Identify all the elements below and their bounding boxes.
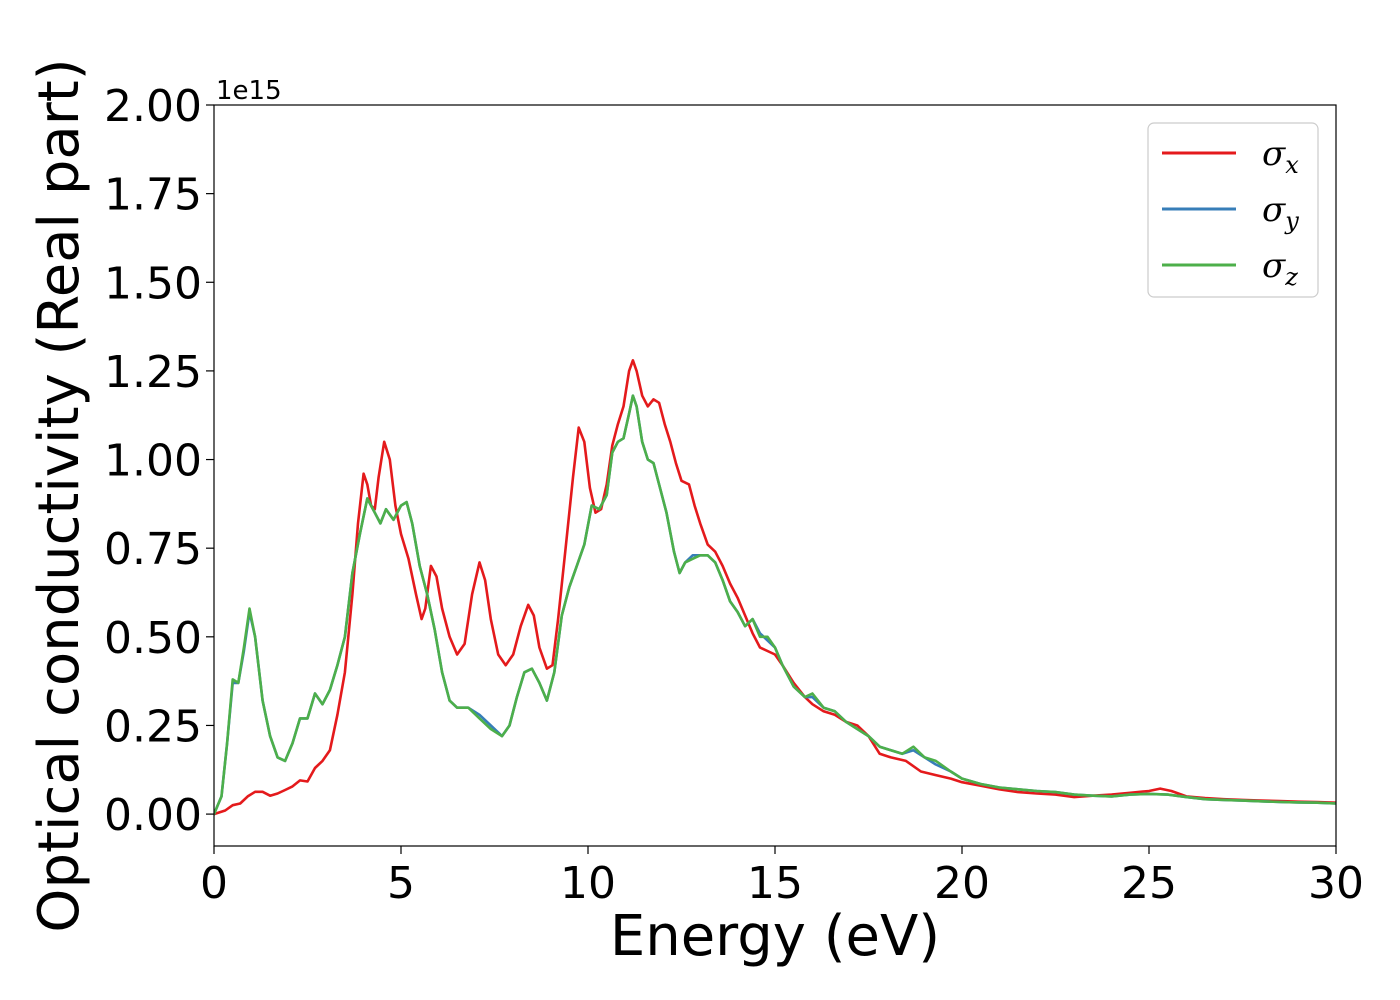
x-tick-label: 10 <box>560 858 616 909</box>
x-tick-label: 30 <box>1308 858 1364 909</box>
legend-label-x: σx <box>1262 134 1299 179</box>
y-tick-label: 0.00 <box>104 790 202 841</box>
x-axis: 0 5 10 15 20 25 30 <box>200 846 1364 909</box>
x-tick-label: 5 <box>387 858 415 909</box>
x-tick-label: 20 <box>934 858 990 909</box>
x-axis-label: Energy (eV) <box>610 904 940 969</box>
x-tick-label: 0 <box>200 858 228 909</box>
y-tick-label: 0.50 <box>104 613 202 664</box>
y-tick-label: 2.00 <box>104 81 202 132</box>
y-tick-label: 1.75 <box>104 170 202 221</box>
legend-label-y: σy <box>1262 190 1299 235</box>
y-tick-label: 0.25 <box>104 701 202 752</box>
series-lines <box>214 359 1336 816</box>
y-tick-label: 1.25 <box>104 347 202 398</box>
x-tick-label: 25 <box>1121 858 1177 909</box>
y-tick-label: 0.75 <box>104 524 202 575</box>
series-line-z <box>214 394 1336 816</box>
x-tick-label: 15 <box>747 858 803 909</box>
y-tick-label: 1.50 <box>104 258 202 309</box>
y-axis-label: Optical conductivity (Real part) <box>27 58 92 932</box>
y-tick-label: 1.00 <box>104 436 202 487</box>
series-line-x <box>214 359 1336 816</box>
legend-label-z: σz <box>1262 246 1298 291</box>
y-offset-label: 1e15 <box>216 76 282 106</box>
y-axis: 0.00 0.25 0.50 0.75 1.00 1.25 1.50 1.75 2.00 <box>104 81 214 841</box>
legend: σx σy σz <box>1147 122 1319 298</box>
